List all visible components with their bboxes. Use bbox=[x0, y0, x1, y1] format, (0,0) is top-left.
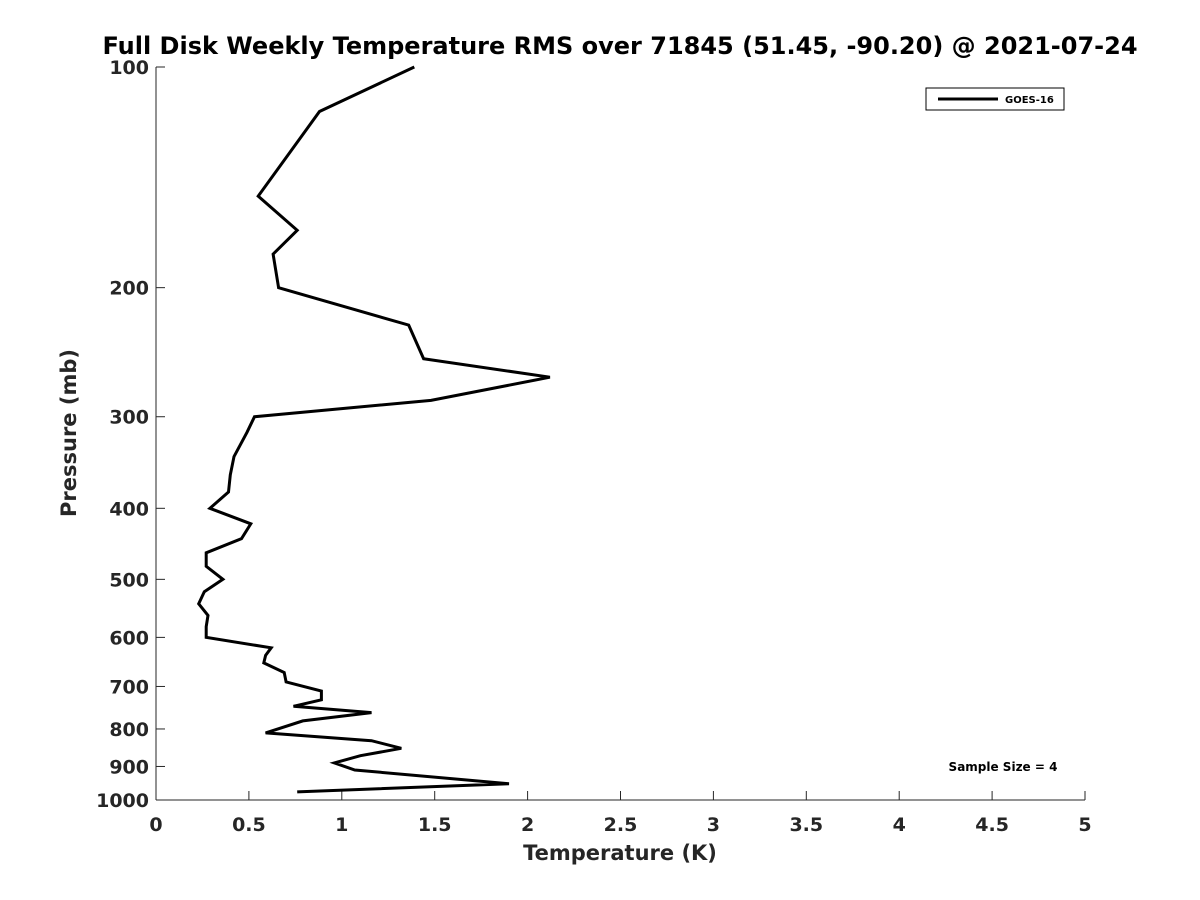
y-tick-label: 200 bbox=[109, 278, 149, 300]
y-axis-label: Pressure (mb) bbox=[57, 349, 81, 517]
y-tick-label: 600 bbox=[109, 627, 149, 649]
legend-label: GOES-16 bbox=[1005, 95, 1054, 106]
x-tick-label: 3.5 bbox=[789, 814, 823, 836]
x-tick-label: 0 bbox=[149, 814, 162, 836]
series-line-0 bbox=[196, 65, 551, 794]
y-tick-label: 300 bbox=[109, 407, 149, 429]
plot-frame bbox=[155, 67, 1085, 801]
y-tick-label: 1000 bbox=[96, 790, 149, 812]
x-tick-label: 1.5 bbox=[418, 814, 452, 836]
y-axis-ticks: 100 200 300 400 500 600 700 800 900 1000 bbox=[96, 57, 165, 812]
x-tick-label: 1 bbox=[335, 814, 348, 836]
chart-title: Full Disk Weekly Temperature RMS over 71… bbox=[102, 32, 1137, 60]
y-tick-label: 700 bbox=[109, 676, 149, 698]
y-tick-label: 400 bbox=[109, 498, 149, 520]
y-tick-label: 900 bbox=[109, 756, 149, 778]
x-tick-label: 4 bbox=[893, 814, 906, 836]
y-tick-label: 100 bbox=[109, 57, 149, 79]
x-tick-label: 3 bbox=[707, 814, 720, 836]
sample-size-annotation: Sample Size = 4 bbox=[949, 760, 1058, 774]
x-axis-ticks: 0 0.5 1 1.5 2 2.5 3 3.5 4 4.5 5 bbox=[149, 791, 1092, 836]
x-tick-label: 0.5 bbox=[232, 814, 266, 836]
y-tick-label: 800 bbox=[109, 719, 149, 741]
x-tick-label: 2 bbox=[521, 814, 534, 836]
x-axis-label: Temperature (K) bbox=[523, 841, 717, 865]
legend: GOES-16 bbox=[925, 87, 1065, 111]
y-tick-label: 500 bbox=[109, 569, 149, 591]
x-tick-label: 2.5 bbox=[604, 814, 638, 836]
x-tick-label: 5 bbox=[1078, 814, 1091, 836]
x-tick-label: 4.5 bbox=[975, 814, 1009, 836]
series-layer bbox=[196, 65, 551, 794]
